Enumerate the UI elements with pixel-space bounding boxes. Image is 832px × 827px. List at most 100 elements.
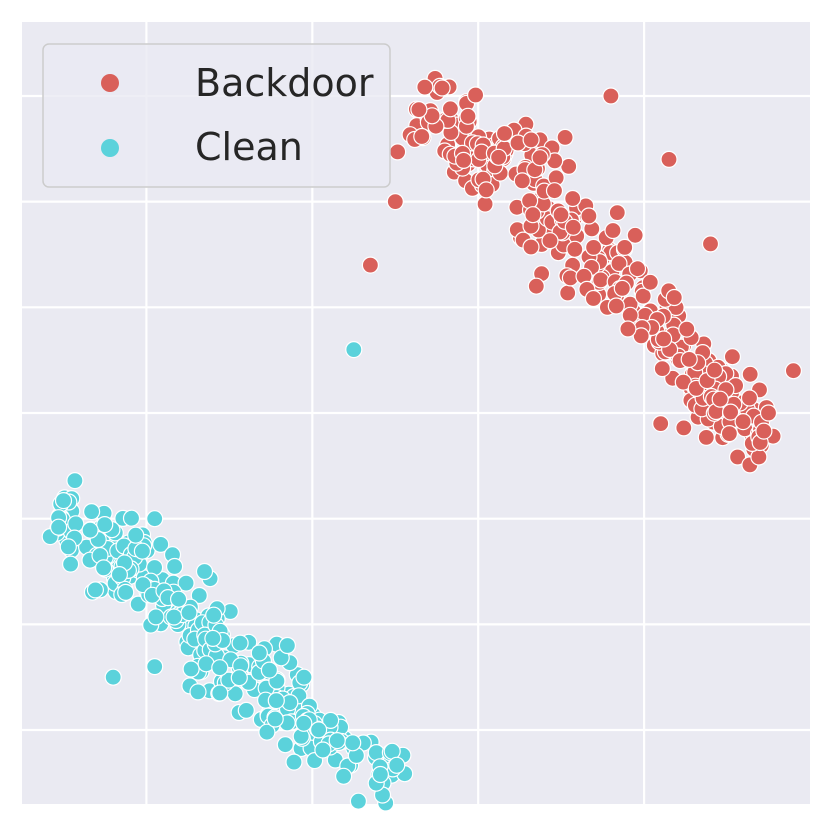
point-backdoor bbox=[728, 448, 747, 466]
point-clean bbox=[165, 608, 183, 626]
point-backdoor bbox=[634, 287, 652, 305]
point-clean bbox=[345, 341, 363, 359]
point-backdoor bbox=[459, 107, 477, 125]
point-clean bbox=[177, 574, 195, 592]
point-clean bbox=[54, 492, 73, 510]
point-backdoor bbox=[741, 365, 759, 383]
point-clean bbox=[205, 606, 223, 624]
point-backdoor bbox=[604, 221, 622, 240]
point-backdoor bbox=[613, 279, 631, 297]
point-backdoor bbox=[416, 78, 434, 96]
point-clean bbox=[86, 581, 105, 599]
point-clean bbox=[371, 765, 389, 784]
point-clean bbox=[61, 555, 80, 573]
point-backdoor bbox=[559, 284, 577, 302]
point-backdoor bbox=[389, 143, 407, 161]
point-backdoor bbox=[566, 240, 584, 258]
point-backdoor bbox=[675, 419, 693, 437]
point-clean bbox=[388, 756, 406, 774]
point-clean bbox=[104, 668, 122, 686]
point-backdoor bbox=[608, 204, 626, 222]
point-backdoor bbox=[552, 206, 570, 224]
point-backdoor bbox=[520, 192, 539, 210]
point-backdoor bbox=[665, 288, 683, 307]
point-clean bbox=[82, 503, 101, 521]
point-clean bbox=[335, 767, 353, 785]
point-backdoor bbox=[697, 428, 715, 446]
point-clean bbox=[295, 668, 313, 686]
point-clean bbox=[195, 562, 214, 581]
point-backdoor bbox=[477, 181, 495, 199]
point-clean bbox=[314, 741, 332, 759]
point-clean bbox=[211, 659, 229, 677]
legend-marker-clean bbox=[101, 139, 119, 157]
point-backdoor bbox=[580, 207, 598, 225]
point-backdoor bbox=[490, 148, 508, 166]
point-backdoor bbox=[564, 189, 582, 208]
point-backdoor bbox=[531, 149, 549, 167]
point-backdoor bbox=[759, 404, 778, 422]
legend-box bbox=[42, 43, 391, 188]
point-backdoor bbox=[723, 348, 742, 366]
point-clean bbox=[152, 535, 170, 554]
point-backdoor bbox=[628, 260, 647, 278]
point-backdoor bbox=[433, 79, 451, 97]
point-backdoor bbox=[626, 226, 644, 244]
point-backdoor bbox=[524, 206, 542, 224]
point-backdoor bbox=[680, 350, 698, 368]
point-backdoor bbox=[607, 297, 625, 315]
point-clean bbox=[67, 515, 85, 533]
point-backdoor bbox=[720, 425, 739, 443]
point-backdoor bbox=[556, 128, 574, 146]
point-backdoor bbox=[467, 86, 485, 104]
point-backdoor bbox=[476, 195, 494, 213]
point-clean bbox=[278, 636, 296, 655]
point-backdoor bbox=[784, 362, 803, 380]
point-clean bbox=[122, 509, 141, 527]
point-backdoor bbox=[522, 238, 540, 256]
point-clean bbox=[182, 660, 200, 678]
point-backdoor bbox=[495, 124, 514, 143]
point-clean bbox=[295, 714, 313, 732]
point-backdoor bbox=[386, 193, 404, 211]
point-backdoor bbox=[410, 100, 428, 119]
point-clean bbox=[189, 683, 207, 701]
point-backdoor bbox=[584, 238, 603, 256]
point-clean bbox=[250, 644, 268, 662]
point-clean bbox=[231, 634, 249, 652]
point-backdoor bbox=[701, 235, 720, 253]
point-clean bbox=[146, 657, 164, 676]
point-backdoor bbox=[740, 389, 759, 407]
legend-label-backdoor: Backdoor bbox=[195, 61, 374, 105]
point-backdoor bbox=[619, 320, 637, 338]
point-clean bbox=[276, 736, 294, 754]
point-clean bbox=[59, 538, 77, 556]
legend-marker-backdoor bbox=[101, 74, 119, 92]
point-backdoor bbox=[455, 151, 473, 169]
point-clean bbox=[230, 669, 248, 687]
point-backdoor bbox=[602, 87, 620, 105]
point-clean bbox=[117, 583, 135, 602]
point-backdoor bbox=[654, 330, 673, 348]
point-clean bbox=[170, 590, 188, 608]
point-backdoor bbox=[652, 415, 670, 433]
point-clean bbox=[266, 710, 284, 728]
point-clean bbox=[66, 472, 84, 490]
legend: Backdoor Clean bbox=[42, 43, 391, 188]
point-backdoor bbox=[584, 289, 603, 308]
point-clean bbox=[133, 542, 151, 560]
point-clean bbox=[146, 510, 164, 528]
legend-label-clean: Clean bbox=[195, 125, 303, 169]
point-backdoor bbox=[592, 271, 610, 289]
point-backdoor bbox=[678, 320, 696, 338]
point-clean bbox=[258, 723, 276, 741]
point-clean bbox=[147, 608, 165, 626]
point-backdoor bbox=[541, 232, 559, 250]
point-clean bbox=[49, 518, 68, 536]
point-clean bbox=[110, 565, 129, 584]
point-clean bbox=[204, 629, 222, 648]
point-clean bbox=[127, 526, 145, 544]
data-points bbox=[41, 69, 803, 812]
point-backdoor bbox=[522, 131, 540, 149]
point-backdoor bbox=[361, 256, 379, 274]
